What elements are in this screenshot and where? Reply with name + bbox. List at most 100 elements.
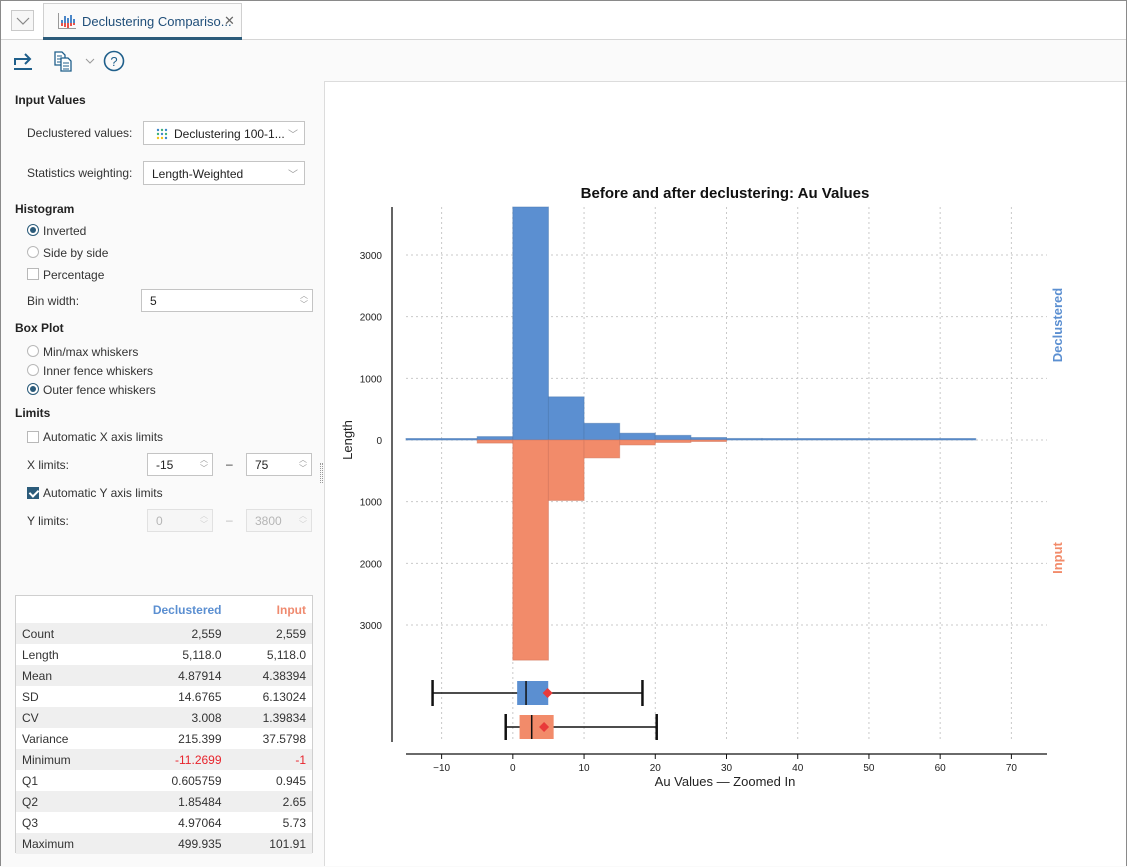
bin-width-value: 5 bbox=[150, 294, 157, 308]
copy-dropdown-button[interactable] bbox=[84, 49, 96, 73]
declustered-bin-bar bbox=[476, 436, 514, 441]
inner-fence-radio[interactable] bbox=[27, 364, 39, 376]
axes: 3000 2000 1000 0 1000 2000 3000 −10 0 10 20 30 40 50 6… bbox=[360, 207, 1047, 774]
stat-cell-declustered: 1.85484 bbox=[113, 791, 228, 812]
x-max-input[interactable]: 75 ︿ ﹀ bbox=[246, 453, 312, 476]
inner-fence-label[interactable]: Inner fence whiskers bbox=[43, 364, 154, 378]
side-by-side-radio[interactable] bbox=[27, 246, 39, 258]
declustered-bars bbox=[405, 206, 977, 441]
table-row: Q3 4.97064 5.73 bbox=[16, 812, 312, 833]
spin-arrows-icon: ︿ ﹀ bbox=[200, 511, 208, 529]
stat-cell-declustered: 2,559 bbox=[113, 623, 228, 644]
copy-button[interactable] bbox=[51, 49, 75, 73]
bin-width-label: Bin width: bbox=[27, 294, 80, 308]
stat-cell-label: Q3 bbox=[22, 815, 39, 830]
inverted-radio[interactable] bbox=[27, 224, 39, 236]
auto-y-limits-label[interactable]: Automatic Y axis limits bbox=[43, 486, 163, 500]
outer-fence-label[interactable]: Outer fence whiskers bbox=[43, 383, 156, 397]
copy-icon bbox=[54, 51, 72, 72]
table-row: Mean 4.87914 4.38394 bbox=[16, 665, 312, 686]
spin-arrows-icon[interactable]: ︿ ﹀ bbox=[300, 291, 308, 309]
y-tick-label: 1000 bbox=[360, 374, 383, 385]
input-bin-bar bbox=[512, 439, 549, 661]
box-plots bbox=[431, 680, 658, 740]
y-min-input: 0 ︿ ﹀ bbox=[147, 509, 213, 532]
auto-x-limits-checkbox[interactable] bbox=[27, 431, 39, 443]
input-bin-bar bbox=[690, 439, 727, 442]
stat-cell-label: Length bbox=[22, 647, 59, 662]
inverted-label[interactable]: Inverted bbox=[43, 224, 87, 238]
stat-cell-input: 4.38394 bbox=[227, 665, 312, 686]
x-tick-label: 60 bbox=[935, 763, 947, 774]
chevron-down-icon: ﹀ bbox=[288, 130, 298, 141]
declustered-series-label: Declustered bbox=[1050, 288, 1065, 362]
auto-y-limits-checkbox[interactable] bbox=[27, 487, 39, 499]
stat-cell-input: 0.945 bbox=[275, 773, 306, 788]
declustering-chart: 3000 2000 1000 0 1000 2000 3000 −10 0 10 20 30 40 50 6… bbox=[340, 185, 1065, 789]
header-blank bbox=[16, 596, 114, 623]
side-by-side-label[interactable]: Side by side bbox=[43, 246, 109, 260]
percentage-label[interactable]: Percentage bbox=[43, 268, 105, 282]
spin-arrows-icon[interactable]: ︿ ﹀ bbox=[299, 455, 307, 473]
panel-splitter-handle[interactable] bbox=[320, 463, 323, 483]
stat-cell-declustered: 14.6765 bbox=[178, 689, 222, 704]
dot-grid-icon bbox=[156, 128, 168, 140]
declustered-bin-bar bbox=[512, 206, 549, 441]
declustered-values-select[interactable]: Declustering 100-1... ﹀ bbox=[143, 121, 305, 145]
svg-text:?: ? bbox=[110, 54, 117, 69]
stat-cell-declustered: 5,118.0 bbox=[182, 647, 222, 662]
grid bbox=[406, 207, 1047, 742]
stat-cell-input: 2.65 bbox=[227, 791, 312, 812]
tab-declustering-comparison[interactable]: Declustering Compariso... ✕ bbox=[43, 3, 242, 40]
table-row: Q2 1.85484 2.65 bbox=[16, 791, 312, 812]
y-max-value: 3800 bbox=[255, 514, 282, 528]
chevron-down-icon: ﹀ bbox=[288, 170, 298, 181]
y-tick-label: 3000 bbox=[360, 251, 383, 262]
stat-cell-declustered: 4.87914 bbox=[113, 665, 228, 686]
input-bars bbox=[476, 439, 727, 661]
close-icon[interactable]: ✕ bbox=[224, 13, 235, 28]
x-tick-label: 30 bbox=[721, 763, 733, 774]
active-tab-indicator bbox=[43, 37, 242, 40]
x-min-value: -15 bbox=[156, 458, 174, 472]
stat-cell-input: 1.39834 bbox=[227, 707, 312, 728]
input-bin-bar bbox=[619, 439, 656, 446]
input-values-heading: Input Values bbox=[15, 93, 86, 107]
y-min-value: 0 bbox=[156, 514, 163, 528]
auto-x-limits-label[interactable]: Automatic X axis limits bbox=[43, 430, 164, 444]
minmax-whiskers-radio[interactable] bbox=[27, 345, 39, 357]
chart-panel: 3000 2000 1000 0 1000 2000 3000 −10 0 10 20 30 40 50 6… bbox=[324, 81, 1126, 866]
statistics-weighting-select[interactable]: Length-Weighted ﹀ bbox=[143, 161, 305, 185]
percentage-checkbox[interactable] bbox=[27, 268, 39, 280]
minmax-whiskers-label[interactable]: Min/max whiskers bbox=[43, 345, 139, 359]
help-button[interactable]: ? bbox=[102, 49, 126, 73]
declustered-bin-bar bbox=[619, 432, 656, 441]
x-min-input[interactable]: -15 ︿ ﹀ bbox=[147, 453, 213, 476]
table-row: CV 3.008 1.39834 bbox=[16, 707, 312, 728]
declustered-bin-bar bbox=[547, 396, 585, 441]
stat-cell-declustered: 4.97064 bbox=[178, 815, 222, 830]
tab-menu-button[interactable] bbox=[11, 10, 34, 31]
x-tick-label: 40 bbox=[792, 763, 804, 774]
declustered-bin-bar bbox=[405, 438, 478, 441]
toolbar: ? bbox=[1, 41, 1126, 81]
chart-title: Before and after declustering: Au Values bbox=[581, 185, 870, 202]
table-row: Count 2,559 2,559 bbox=[16, 623, 312, 644]
stat-cell-declustered: 499.935 bbox=[113, 833, 228, 854]
stat-cell-label: Q2 bbox=[16, 791, 114, 812]
x-max-value: 75 bbox=[255, 458, 269, 472]
y-tick-label: 1000 bbox=[360, 498, 383, 509]
x-range-dash: – bbox=[226, 457, 233, 471]
table-row: Q1 0.605759 0.945 bbox=[16, 770, 312, 791]
y-tick-label: 2000 bbox=[360, 559, 383, 570]
spin-arrows-icon[interactable]: ︿ ﹀ bbox=[200, 455, 208, 473]
stat-cell-label: SD bbox=[22, 689, 39, 704]
stat-cell-declustered: 3.008 bbox=[113, 707, 228, 728]
declustered-values-value: Declustering 100-1... bbox=[174, 127, 285, 141]
stat-cell-input: 101.91 bbox=[227, 833, 312, 854]
outer-fence-radio[interactable] bbox=[27, 383, 39, 395]
export-button[interactable] bbox=[11, 49, 35, 73]
stat-cell-input: 5,118.0 bbox=[266, 647, 306, 662]
box-plot-heading: Box Plot bbox=[15, 321, 64, 335]
bin-width-input[interactable]: 5 ︿ ﹀ bbox=[141, 289, 313, 312]
